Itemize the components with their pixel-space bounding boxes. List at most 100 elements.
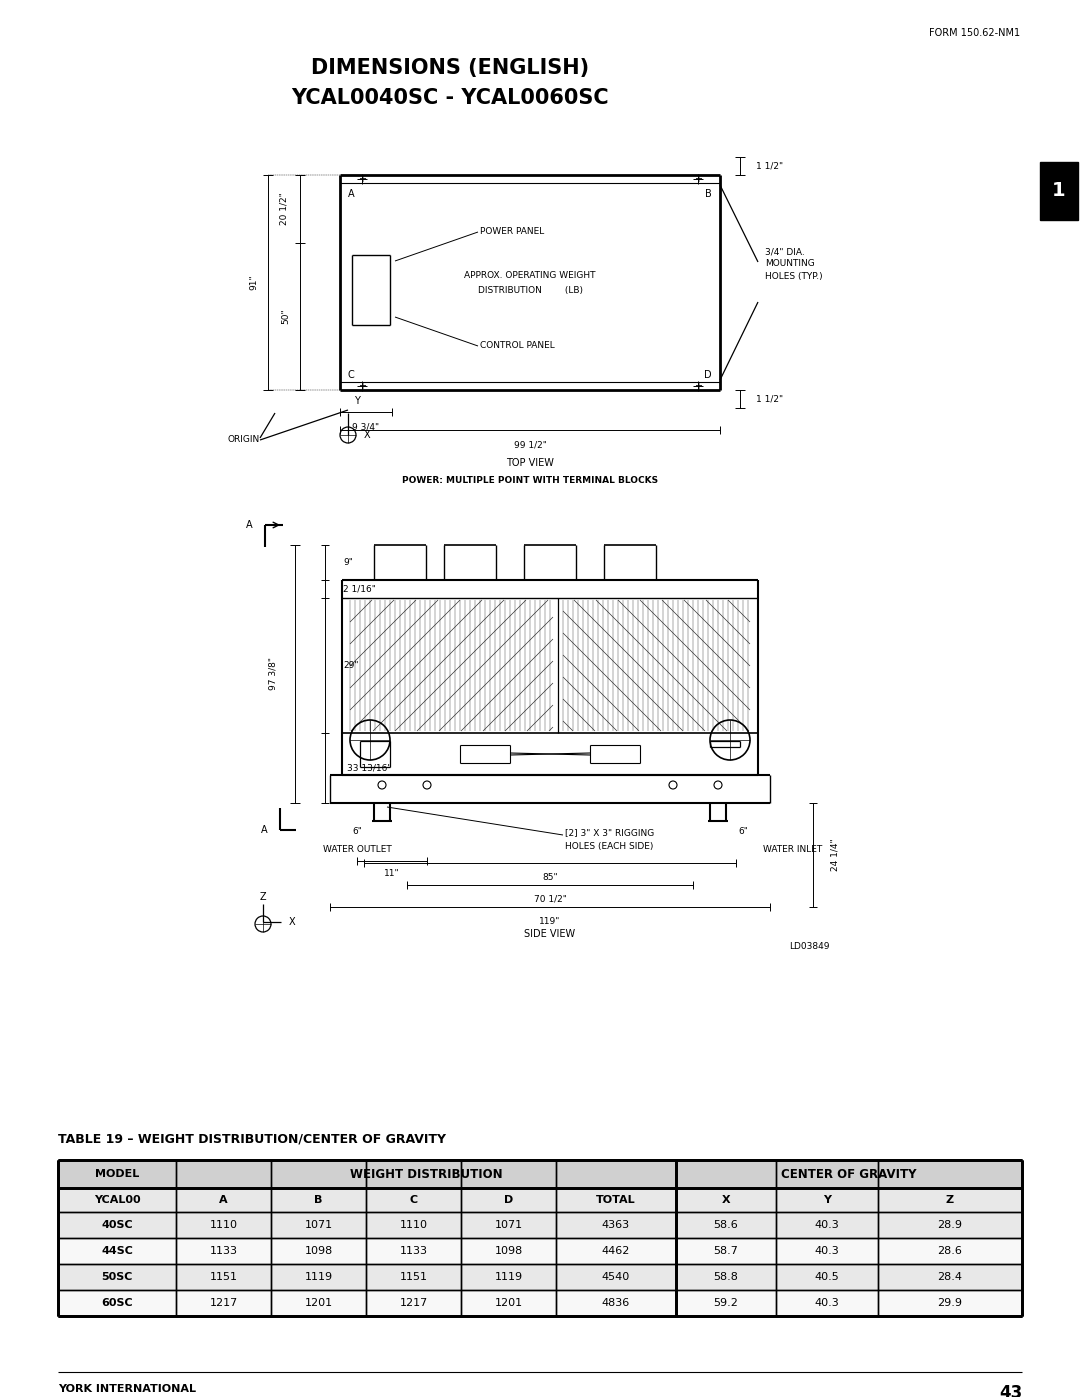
Text: 59.2: 59.2: [714, 1298, 739, 1308]
Text: 43: 43: [999, 1384, 1022, 1397]
Text: 119": 119": [539, 916, 561, 926]
Text: 60SC: 60SC: [102, 1298, 133, 1308]
Text: 28.9: 28.9: [937, 1220, 962, 1229]
Text: +: +: [694, 175, 702, 184]
Text: Z: Z: [946, 1194, 954, 1206]
Text: ORIGIN: ORIGIN: [228, 436, 260, 444]
Text: LD03849: LD03849: [789, 942, 831, 951]
Text: 1201: 1201: [305, 1298, 333, 1308]
Text: 1071: 1071: [495, 1220, 523, 1229]
Bar: [58, 1160, 1022, 1187]
Text: 24 1/4": 24 1/4": [831, 838, 840, 872]
Text: HOLES (EACH SIDE): HOLES (EACH SIDE): [565, 841, 653, 851]
Text: 91": 91": [249, 275, 258, 291]
Bar: [1040, 162, 1078, 219]
Text: X: X: [364, 430, 370, 440]
Text: 33 13/16": 33 13/16": [347, 764, 391, 773]
Text: MODEL: MODEL: [95, 1169, 139, 1179]
Text: 40.5: 40.5: [814, 1273, 839, 1282]
Text: 99 1/2": 99 1/2": [514, 440, 546, 448]
Text: +: +: [694, 381, 702, 391]
Text: 6": 6": [738, 827, 748, 835]
Text: 28.4: 28.4: [937, 1273, 962, 1282]
Text: 1201: 1201: [495, 1298, 523, 1308]
Text: HOLES (TYP.): HOLES (TYP.): [765, 271, 823, 281]
Text: 1151: 1151: [400, 1273, 428, 1282]
Text: 11": 11": [384, 869, 400, 877]
Text: A: A: [348, 189, 354, 198]
Text: [2] 3" X 3" RIGGING: [2] 3" X 3" RIGGING: [565, 828, 654, 837]
Text: POWER: MULTIPLE POINT WITH TERMINAL BLOCKS: POWER: MULTIPLE POINT WITH TERMINAL BLOC…: [402, 476, 658, 485]
Text: CONTROL PANEL: CONTROL PANEL: [480, 341, 555, 351]
Text: SIDE VIEW: SIDE VIEW: [525, 929, 576, 939]
Text: 4540: 4540: [602, 1273, 630, 1282]
Text: YCAL00: YCAL00: [94, 1194, 140, 1206]
Text: 40.3: 40.3: [814, 1220, 839, 1229]
Text: 1 1/2": 1 1/2": [756, 394, 784, 404]
Text: 1133: 1133: [400, 1246, 428, 1256]
Text: 1 1/2": 1 1/2": [756, 162, 784, 170]
Text: 29.9: 29.9: [937, 1298, 962, 1308]
Text: 29": 29": [343, 661, 359, 671]
Text: DIMENSIONS (ENGLISH): DIMENSIONS (ENGLISH): [311, 59, 589, 78]
Text: 1098: 1098: [305, 1246, 333, 1256]
Text: D: D: [704, 370, 712, 380]
Text: CENTER OF GRAVITY: CENTER OF GRAVITY: [781, 1168, 917, 1180]
Text: 1119: 1119: [305, 1273, 333, 1282]
Text: Z: Z: [259, 893, 267, 902]
Text: TABLE 19 – WEIGHT DISTRIBUTION/CENTER OF GRAVITY: TABLE 19 – WEIGHT DISTRIBUTION/CENTER OF…: [58, 1133, 446, 1146]
Text: 1133: 1133: [210, 1246, 238, 1256]
Text: 1119: 1119: [495, 1273, 523, 1282]
Text: C: C: [348, 370, 354, 380]
Bar: [58, 1264, 1022, 1289]
Text: TOTAL: TOTAL: [596, 1194, 636, 1206]
Text: WATER INLET: WATER INLET: [762, 845, 822, 854]
Text: 44SC: 44SC: [102, 1246, 133, 1256]
Text: Y: Y: [354, 395, 360, 407]
Text: A: A: [261, 826, 268, 835]
Text: 4836: 4836: [602, 1298, 630, 1308]
Text: APPROX. OPERATING WEIGHT: APPROX. OPERATING WEIGHT: [464, 271, 596, 279]
Text: 1110: 1110: [210, 1220, 238, 1229]
Text: 4462: 4462: [602, 1246, 631, 1256]
Text: D: D: [504, 1194, 513, 1206]
Text: +: +: [357, 381, 366, 391]
Text: 1217: 1217: [400, 1298, 428, 1308]
Text: POWER PANEL: POWER PANEL: [480, 228, 544, 236]
Text: YORK INTERNATIONAL: YORK INTERNATIONAL: [58, 1384, 195, 1394]
Text: WEIGHT DISTRIBUTION: WEIGHT DISTRIBUTION: [350, 1168, 502, 1180]
Text: 4363: 4363: [602, 1220, 630, 1229]
Bar: [58, 1238, 1022, 1264]
Text: YCAL0040SC - YCAL0060SC: YCAL0040SC - YCAL0060SC: [292, 88, 609, 108]
Text: C: C: [409, 1194, 418, 1206]
Text: 40.3: 40.3: [814, 1246, 839, 1256]
Text: 9 3/4": 9 3/4": [352, 422, 379, 432]
Text: A: A: [246, 520, 253, 529]
Text: 85": 85": [542, 873, 557, 882]
Bar: [58, 1187, 1022, 1213]
Bar: [58, 1213, 1022, 1238]
Text: 3/4" DIA.: 3/4" DIA.: [765, 247, 805, 257]
Text: 40SC: 40SC: [102, 1220, 133, 1229]
Text: B: B: [705, 189, 712, 198]
Text: X: X: [289, 916, 296, 928]
Text: 50": 50": [282, 309, 291, 324]
Text: 28.6: 28.6: [937, 1246, 962, 1256]
Text: 97 3/8": 97 3/8": [269, 658, 278, 690]
Text: 1110: 1110: [400, 1220, 428, 1229]
Text: TOP VIEW: TOP VIEW: [507, 458, 554, 468]
Text: X: X: [721, 1194, 730, 1206]
Text: 58.8: 58.8: [714, 1273, 739, 1282]
Text: 1098: 1098: [495, 1246, 523, 1256]
Text: 1: 1: [1052, 182, 1066, 201]
Text: +: +: [357, 175, 366, 184]
Text: 1151: 1151: [210, 1273, 238, 1282]
Text: B: B: [314, 1194, 323, 1206]
Text: Y: Y: [823, 1194, 831, 1206]
Text: DISTRIBUTION        (LB): DISTRIBUTION (LB): [477, 285, 582, 295]
Text: 1217: 1217: [210, 1298, 238, 1308]
Text: MOUNTING: MOUNTING: [765, 260, 814, 268]
Text: 2 1/16": 2 1/16": [343, 584, 376, 594]
Text: A: A: [219, 1194, 228, 1206]
Bar: [58, 1289, 1022, 1316]
